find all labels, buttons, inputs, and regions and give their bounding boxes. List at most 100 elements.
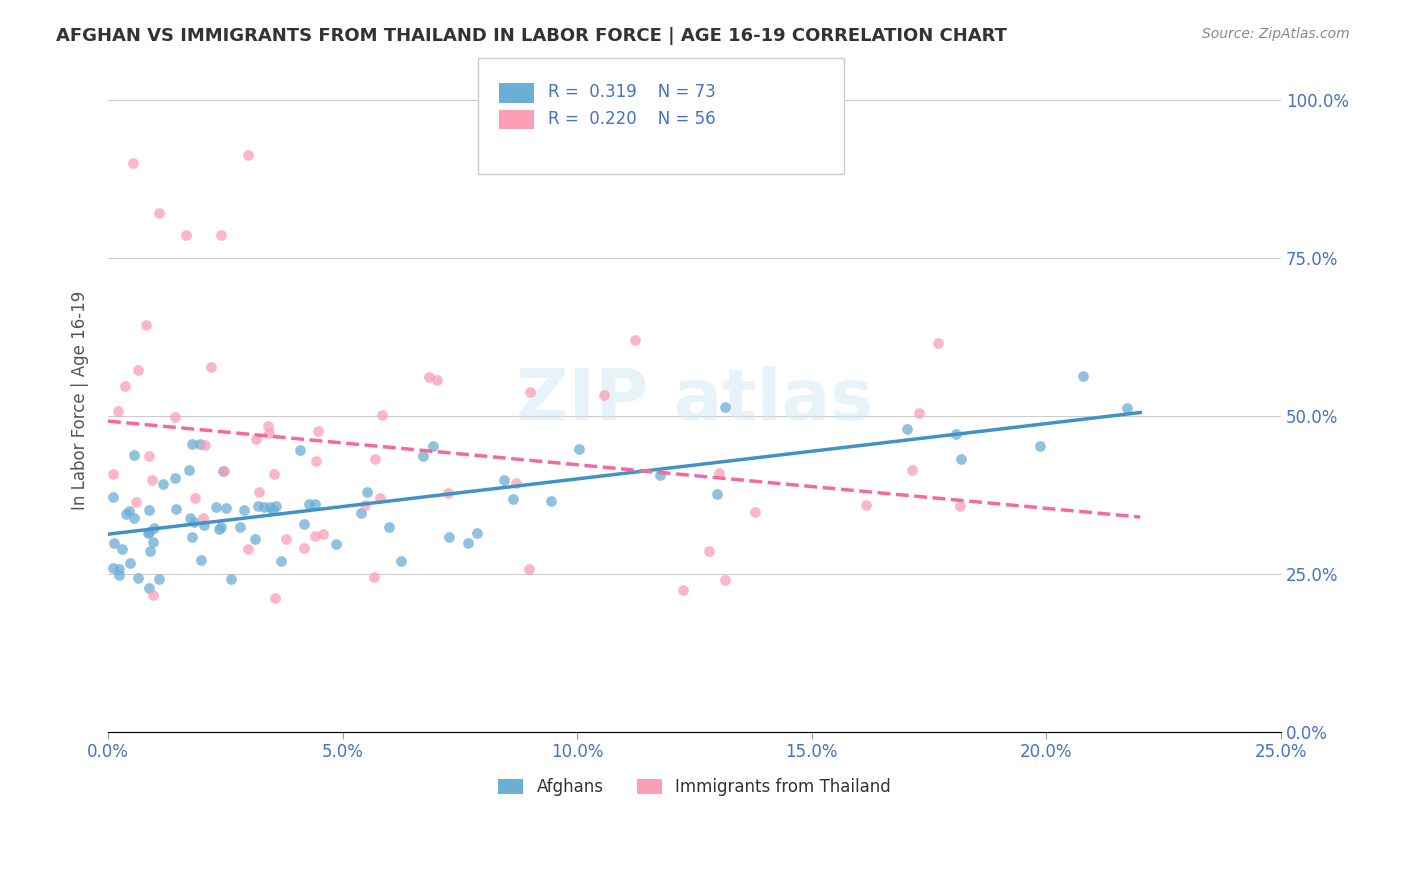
Point xyxy=(298,497,321,511)
Point xyxy=(709,466,731,480)
Point xyxy=(142,588,165,602)
Point xyxy=(1071,368,1094,383)
Point xyxy=(208,522,231,536)
Point xyxy=(127,571,149,585)
Point xyxy=(200,359,222,374)
Point xyxy=(194,437,217,451)
Point xyxy=(422,440,444,454)
Point xyxy=(243,532,266,546)
Point xyxy=(465,526,488,541)
Point xyxy=(138,503,160,517)
Point xyxy=(212,464,235,478)
Point xyxy=(312,527,335,541)
Point xyxy=(672,582,695,597)
Point xyxy=(238,148,260,162)
Point xyxy=(257,419,280,434)
Point xyxy=(188,436,211,450)
Point xyxy=(212,464,235,478)
Point xyxy=(517,562,540,576)
Point xyxy=(135,318,157,332)
Point xyxy=(855,498,877,512)
Point xyxy=(270,554,292,568)
Point xyxy=(118,556,141,570)
Point xyxy=(179,511,201,525)
Point xyxy=(276,532,298,546)
Point xyxy=(174,227,197,242)
Point xyxy=(152,476,174,491)
Text: R =  0.220    N = 56: R = 0.220 N = 56 xyxy=(548,110,716,128)
Point xyxy=(262,503,284,517)
Point xyxy=(142,534,165,549)
Point xyxy=(263,467,285,482)
Point xyxy=(118,503,141,517)
Point xyxy=(111,542,134,557)
Point xyxy=(349,506,371,520)
Point xyxy=(949,500,972,514)
Point xyxy=(108,562,131,576)
Point xyxy=(713,401,735,415)
Point xyxy=(519,384,541,399)
Text: Source: ZipAtlas.com: Source: ZipAtlas.com xyxy=(1202,27,1350,41)
Point xyxy=(418,369,440,384)
Point xyxy=(593,387,616,401)
Point xyxy=(122,448,145,462)
Point xyxy=(181,530,204,544)
Text: R =  0.319    N = 73: R = 0.319 N = 73 xyxy=(548,83,716,101)
Point xyxy=(247,485,270,500)
Point xyxy=(568,442,591,457)
Point xyxy=(304,529,326,543)
Point xyxy=(1029,439,1052,453)
Point xyxy=(101,561,124,575)
Point xyxy=(305,454,328,468)
Point xyxy=(624,333,647,347)
Point xyxy=(219,572,242,586)
Point xyxy=(103,536,125,550)
Point xyxy=(193,511,215,525)
Point xyxy=(426,373,449,387)
Point xyxy=(307,425,329,439)
Point xyxy=(389,554,412,568)
Point xyxy=(122,511,145,525)
Point xyxy=(264,499,287,513)
Point xyxy=(141,473,163,487)
Point xyxy=(896,422,918,436)
Point xyxy=(138,449,160,463)
Point xyxy=(371,408,394,422)
Point xyxy=(163,409,186,424)
Point xyxy=(107,403,129,417)
Point xyxy=(325,537,347,551)
Point xyxy=(259,425,281,440)
Point xyxy=(502,491,524,506)
Point xyxy=(115,507,138,521)
Point xyxy=(744,505,766,519)
Point xyxy=(648,468,671,483)
Point xyxy=(368,491,391,505)
Point xyxy=(184,491,207,506)
Point xyxy=(148,572,170,586)
Point xyxy=(165,502,187,516)
Point xyxy=(439,530,461,544)
Point xyxy=(714,574,737,588)
Point xyxy=(114,379,136,393)
Point xyxy=(292,541,315,555)
Point xyxy=(697,544,720,558)
Point xyxy=(247,499,270,513)
Point xyxy=(245,432,267,446)
Point xyxy=(436,486,458,500)
Legend: Afghans, Immigrants from Thailand: Afghans, Immigrants from Thailand xyxy=(492,772,897,803)
Point xyxy=(304,496,326,510)
Point xyxy=(215,501,238,516)
Y-axis label: In Labor Force | Age 16-19: In Labor Force | Age 16-19 xyxy=(72,291,89,509)
Point xyxy=(193,518,215,533)
Point xyxy=(1116,401,1139,415)
Text: ZIP atlas: ZIP atlas xyxy=(516,366,873,434)
Point xyxy=(138,581,160,595)
Point xyxy=(138,525,160,540)
Point xyxy=(139,544,162,558)
Point xyxy=(363,570,385,584)
Point xyxy=(209,520,232,534)
Point xyxy=(377,520,399,534)
Point xyxy=(138,524,160,539)
Point xyxy=(181,437,204,451)
Text: AFGHAN VS IMMIGRANTS FROM THAILAND IN LABOR FORCE | AGE 16-19 CORRELATION CHART: AFGHAN VS IMMIGRANTS FROM THAILAND IN LA… xyxy=(56,27,1007,45)
